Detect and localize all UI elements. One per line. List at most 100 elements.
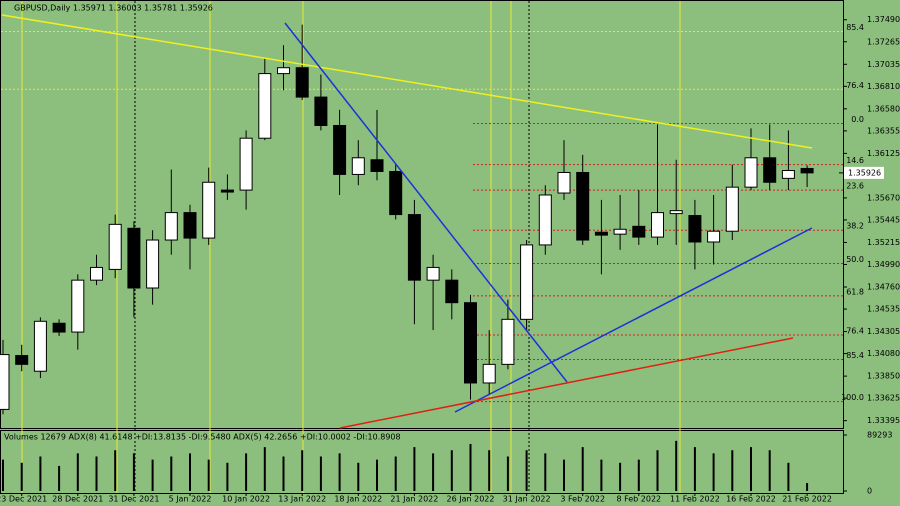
candle-body bbox=[108, 223, 122, 270]
fib-label: 50.0 bbox=[846, 255, 864, 264]
price-pane bbox=[0, 0, 844, 429]
y-tick-label: 1.35670 bbox=[867, 193, 900, 202]
fib-label: 100.0 bbox=[841, 393, 864, 402]
candle-body bbox=[258, 73, 272, 139]
candle-body bbox=[370, 159, 384, 172]
candle-body bbox=[90, 266, 103, 281]
period-separators bbox=[21, 1, 681, 493]
fib-label: 23.6 bbox=[846, 182, 864, 191]
candle-body bbox=[333, 124, 347, 175]
last-price-box bbox=[844, 166, 884, 179]
trend-lines bbox=[1, 14, 813, 429]
fib-label: 85.4 bbox=[846, 351, 864, 360]
candle-body bbox=[594, 231, 608, 236]
y-tick-label: 1.34535 bbox=[867, 305, 900, 314]
x-tick-label: 26 Jan 2022 bbox=[447, 495, 495, 504]
candle-body bbox=[295, 67, 309, 98]
candle-body bbox=[407, 214, 421, 281]
candle-body bbox=[557, 171, 571, 194]
candle-body bbox=[202, 181, 216, 239]
candle-body bbox=[520, 244, 534, 320]
x-tick-label: 11 Feb 2022 bbox=[670, 495, 720, 504]
y-tick-label: 1.37490 bbox=[867, 15, 900, 24]
y-tick-label: 1.34990 bbox=[867, 260, 900, 269]
fib-label: 76.4 bbox=[846, 326, 864, 335]
candle-body bbox=[220, 189, 234, 193]
y-tick-label: 1.33625 bbox=[867, 394, 900, 403]
fib-label: 14.6 bbox=[846, 156, 864, 165]
candle-body bbox=[482, 363, 496, 384]
x-tick-label: 5 Jan 2022 bbox=[169, 495, 212, 504]
x-tick-label: 18 Jan 2022 bbox=[334, 495, 382, 504]
y-tick-label: 1.35215 bbox=[867, 238, 900, 247]
x-tick-label: 13 Jan 2022 bbox=[278, 495, 326, 504]
fib-label: 61.8 bbox=[846, 287, 864, 296]
y-tick-label: 1.36355 bbox=[867, 126, 900, 135]
candle-body bbox=[71, 279, 85, 333]
x-tick-label: 21 Jan 2022 bbox=[390, 495, 438, 504]
trend-line bbox=[339, 337, 794, 429]
candle-body bbox=[389, 170, 403, 216]
candle-body bbox=[146, 239, 160, 289]
candle-body bbox=[445, 279, 459, 304]
x-tick-label: 31 Dec 2021 bbox=[108, 495, 159, 504]
candle-body bbox=[763, 157, 777, 183]
y-tick-label: 1.34305 bbox=[867, 327, 900, 336]
x-tick-label: 8 Feb 2022 bbox=[616, 495, 661, 504]
y-tick-label: 0 bbox=[867, 487, 872, 496]
chart-title: GBPUSD,Daily 1.35971 1.36003 1.35781 1.3… bbox=[14, 4, 213, 13]
x-tick-label: 21 Feb 2022 bbox=[782, 495, 832, 504]
candle-body bbox=[33, 320, 47, 372]
candle-body bbox=[501, 318, 515, 365]
candle-body bbox=[183, 212, 197, 239]
candle-body bbox=[613, 228, 627, 235]
x-tick-label: 10 Jan 2022 bbox=[222, 495, 270, 504]
candle-body bbox=[781, 170, 795, 179]
y-tick-label: 1.37035 bbox=[867, 60, 900, 69]
candle-body bbox=[744, 157, 758, 188]
candle-body bbox=[15, 355, 29, 365]
fib-label: 85.4 bbox=[846, 23, 864, 32]
candle-body bbox=[0, 354, 10, 410]
candle-body bbox=[464, 302, 477, 384]
candle-body bbox=[277, 67, 290, 75]
trend-line bbox=[284, 22, 568, 383]
y-tick-label: 1.33395 bbox=[867, 416, 900, 425]
candle-body bbox=[725, 186, 739, 232]
y-tick-label: 89293 bbox=[867, 431, 892, 440]
candle-body bbox=[576, 171, 590, 241]
candle-body bbox=[52, 322, 66, 333]
y-tick-label: 1.36810 bbox=[867, 82, 900, 91]
x-tick-label: 28 Dec 2021 bbox=[52, 495, 103, 504]
candle-body bbox=[800, 167, 814, 174]
x-tick-label: 16 Feb 2022 bbox=[726, 495, 776, 504]
candle-body bbox=[127, 227, 141, 289]
candles bbox=[0, 24, 814, 415]
y-tick-label: 1.36580 bbox=[867, 104, 900, 113]
y-tick-label: 1.34760 bbox=[867, 283, 900, 292]
fib-label: 0.0 bbox=[851, 115, 864, 124]
candle-body bbox=[164, 212, 178, 241]
candle-body bbox=[688, 215, 702, 243]
fib-label: 76.4 bbox=[846, 81, 864, 90]
x-tick-label: 31 Jan 2022 bbox=[503, 495, 551, 504]
volume-pane bbox=[0, 430, 844, 494]
fib-label: 38.2 bbox=[846, 222, 864, 231]
x-tick-label: 3 Feb 2022 bbox=[560, 495, 605, 504]
y-tick-label: 1.33850 bbox=[867, 372, 900, 381]
candle-body bbox=[651, 212, 664, 238]
candle-body bbox=[538, 194, 552, 246]
y-tick-label: 1.35445 bbox=[867, 215, 900, 224]
candle-body bbox=[707, 230, 721, 243]
candle-body bbox=[314, 96, 328, 126]
x-tick-label: 23 Dec 2021 bbox=[0, 495, 47, 504]
candle-body bbox=[669, 210, 683, 215]
trend-line bbox=[1, 14, 813, 149]
trend-line bbox=[454, 227, 813, 413]
y-tick-label: 1.36125 bbox=[867, 149, 900, 158]
candle-body bbox=[351, 157, 365, 175]
candle-body bbox=[426, 266, 440, 281]
volume-title: Volumes 12679 ADX(8) 41.6148 +DI:13.8135… bbox=[4, 433, 401, 442]
